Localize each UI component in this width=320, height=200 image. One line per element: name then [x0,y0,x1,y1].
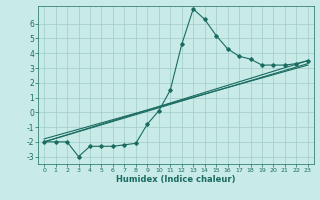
X-axis label: Humidex (Indice chaleur): Humidex (Indice chaleur) [116,175,236,184]
